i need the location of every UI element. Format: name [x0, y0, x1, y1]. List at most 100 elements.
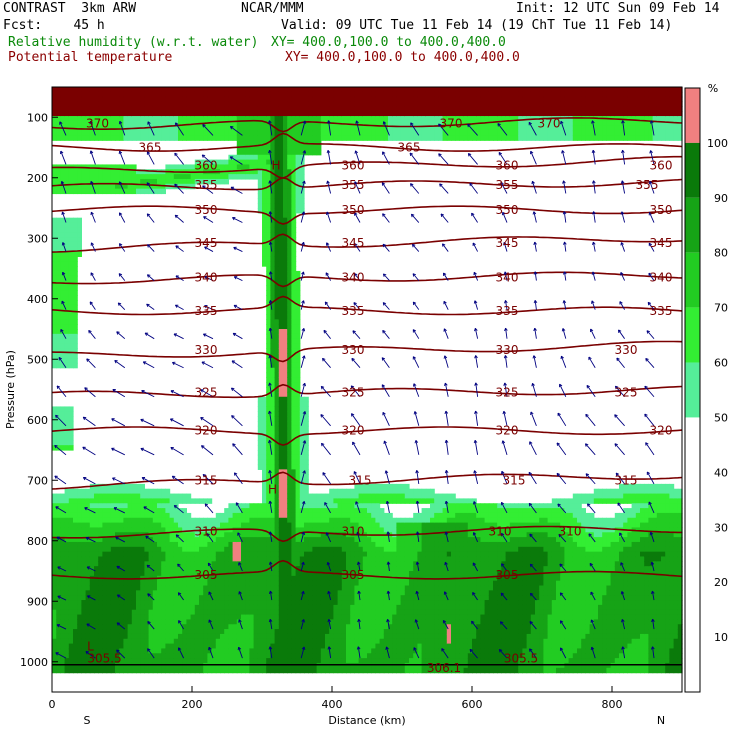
- rh-cell: [257, 169, 263, 175]
- rh-cell: [77, 566, 82, 572]
- rh-cell: [68, 600, 74, 606]
- rh-cell: [308, 653, 313, 659]
- rh-cell: [262, 87, 267, 93]
- rh-cell: [186, 125, 192, 132]
- rh-cell: [291, 91, 297, 98]
- rh-cell: [52, 309, 57, 316]
- rh-cell: [199, 101, 204, 107]
- rh-cell: [354, 522, 360, 529]
- rh-cell: [257, 600, 263, 606]
- rh-cell: [186, 648, 192, 654]
- rh-cell: [228, 546, 234, 553]
- rh-cell: [224, 522, 229, 529]
- rh-cell: [157, 174, 162, 180]
- rh-cell: [131, 609, 137, 616]
- rh-cell: [199, 600, 204, 606]
- rh-cell: [89, 643, 95, 650]
- rh-cell: [173, 517, 179, 524]
- rh-cell: [110, 508, 116, 514]
- rh-cell: [367, 546, 372, 553]
- rh-cell: [182, 106, 187, 112]
- rh-cell: [77, 619, 82, 625]
- rh-cell: [270, 406, 276, 412]
- rh-cell: [220, 96, 225, 103]
- rh-cell: [320, 619, 326, 625]
- rh-cell: [144, 643, 150, 650]
- rh-cell: [68, 266, 74, 272]
- rh-cell: [350, 561, 355, 567]
- rh-cell: [60, 575, 66, 582]
- rh-cell: [115, 561, 120, 567]
- rh-cell: [245, 585, 250, 591]
- rh-cell: [73, 222, 78, 228]
- rh-cell: [295, 198, 301, 204]
- rh-cell: [119, 648, 124, 654]
- rh-cell: [207, 566, 213, 572]
- rh-cell: [312, 575, 318, 582]
- rh-cell: [304, 406, 309, 412]
- rh-cell: [337, 493, 343, 499]
- rh-cell: [98, 188, 103, 195]
- rh-cell: [131, 585, 137, 591]
- rh-cell: [123, 537, 129, 543]
- rh-cell: [89, 87, 95, 93]
- rh-cell: [367, 580, 372, 587]
- rh-cell: [325, 106, 330, 112]
- rh-cell: [333, 629, 339, 635]
- rh-cell: [270, 624, 276, 630]
- rh-cell: [358, 503, 364, 509]
- rh-cell: [312, 91, 318, 98]
- rh-cell: [295, 517, 301, 524]
- rh-cell: [89, 629, 95, 635]
- rh-cell: [77, 638, 82, 645]
- rh-cell: [98, 135, 103, 141]
- rh-cell: [287, 91, 292, 98]
- rh-cell: [60, 237, 66, 243]
- rh-cell: [211, 619, 217, 625]
- rh-cell: [358, 508, 364, 514]
- rh-cell: [367, 91, 372, 98]
- rh-cell: [299, 532, 305, 538]
- rh-cell: [119, 498, 124, 504]
- rh-cell: [199, 164, 204, 170]
- rh-cell: [211, 662, 217, 669]
- rh-cell: [152, 609, 158, 616]
- rh-cell: [77, 222, 82, 228]
- rh-cell: [173, 493, 179, 499]
- rh-cell: [77, 493, 82, 499]
- rh-cell: [106, 619, 112, 625]
- rh-cell: [350, 658, 355, 664]
- rh-cell: [367, 629, 372, 635]
- rh-cell: [56, 541, 61, 548]
- rh-cell: [283, 324, 288, 330]
- rh-cell: [262, 469, 267, 475]
- rh-cell: [64, 590, 70, 596]
- rh-cell: [320, 532, 326, 538]
- rh-cell: [73, 358, 78, 364]
- rh-cell: [287, 546, 292, 553]
- rh-cell: [270, 145, 276, 151]
- rh-cell: [106, 638, 112, 645]
- rh-cell: [182, 619, 187, 625]
- rh-cell: [68, 324, 74, 330]
- rh-cell: [110, 590, 116, 596]
- rh-cell: [68, 643, 74, 650]
- rh-cell: [354, 619, 360, 625]
- rh-cell: [81, 614, 87, 620]
- rh-cell: [262, 459, 267, 466]
- rh-cell: [249, 609, 255, 616]
- rh-cell: [115, 493, 120, 499]
- rh-cell: [299, 464, 305, 470]
- rh-cell: [245, 527, 250, 533]
- rh-cell: [56, 120, 61, 127]
- rh-cell: [304, 149, 309, 156]
- rh-cell: [110, 532, 116, 538]
- rh-cell: [186, 111, 192, 117]
- rh-cell: [123, 488, 129, 495]
- rh-cell: [110, 561, 116, 567]
- rh-cell: [77, 537, 82, 543]
- rh-cell: [115, 633, 120, 640]
- rh-cell: [350, 546, 355, 553]
- rh-cell: [98, 106, 103, 112]
- rh-cell: [228, 561, 234, 567]
